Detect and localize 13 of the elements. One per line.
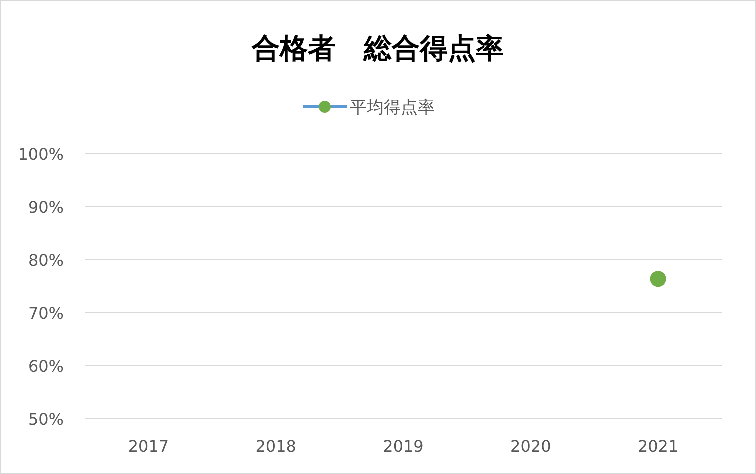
x-tick-label: 2019 [383,437,424,456]
y-tick-label: 50% [28,410,64,429]
chart-title: 合格者 総合得点率 [251,32,504,65]
y-tick-label: 90% [28,198,64,217]
y-tick-label: 100% [18,145,64,164]
x-tick-label: 2017 [128,437,170,456]
y-tick-label: 80% [28,251,64,270]
y-tick-label: 60% [28,357,64,376]
y-tick-label: 70% [28,304,64,323]
legend-label: 平均得点率 [350,98,435,118]
x-tick-label: 2020 [510,437,552,456]
x-tick-label: 2021 [638,437,679,456]
x-tick-label: 2018 [256,437,296,456]
